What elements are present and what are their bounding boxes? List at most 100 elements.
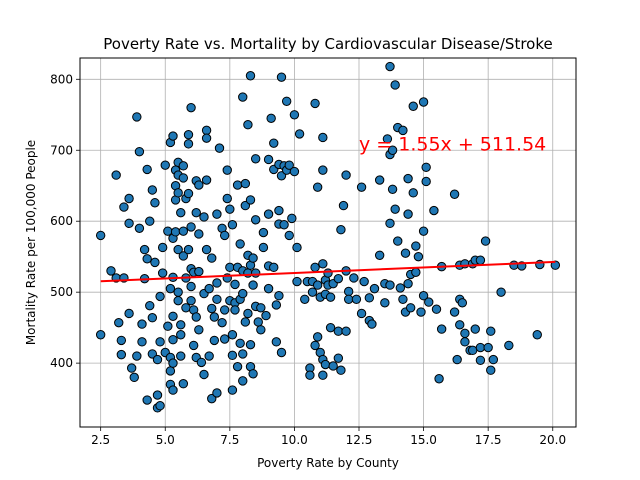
- data-point: [449, 189, 460, 199]
- data-point: [204, 351, 214, 361]
- data-point: [134, 223, 145, 234]
- data-point: [238, 92, 248, 102]
- data-point: [209, 335, 220, 346]
- data-point: [382, 134, 393, 144]
- data-point: [287, 213, 297, 224]
- data-point: [403, 173, 413, 184]
- data-point: [165, 283, 176, 294]
- data-point: [245, 339, 256, 350]
- data-point: [173, 295, 183, 306]
- data-point: [150, 198, 160, 208]
- data-point: [201, 133, 212, 143]
- data-point: [318, 165, 328, 175]
- data-point: [351, 294, 362, 304]
- data-point: [168, 358, 178, 368]
- data-point: [124, 193, 134, 204]
- x-tick-label: 5.0: [156, 433, 175, 447]
- data-point: [274, 205, 284, 216]
- data-point: [245, 71, 256, 81]
- data-point: [212, 209, 222, 219]
- data-point: [284, 230, 294, 241]
- data-point: [312, 280, 323, 290]
- data-point: [341, 326, 351, 336]
- data-point: [403, 278, 413, 289]
- data-point: [320, 359, 331, 370]
- data-point: [385, 280, 395, 290]
- data-point: [398, 294, 408, 304]
- data-point: [336, 225, 346, 235]
- data-point: [496, 287, 506, 297]
- data-point: [186, 295, 196, 306]
- data-point: [475, 342, 486, 353]
- axis-ticks: 2.5 5.0 7.5 10.0 12.5 15.0 17.5 20.0 400 500 600 70…: [50, 72, 566, 447]
- data-point: [219, 230, 230, 241]
- data-point: [201, 244, 212, 255]
- data-point: [333, 273, 344, 284]
- data-point: [449, 307, 460, 317]
- x-axis-label: Poverty Rate by County: [257, 456, 399, 470]
- data-point: [400, 248, 411, 258]
- data-point: [235, 239, 245, 249]
- data-point: [230, 305, 240, 315]
- data-point: [418, 97, 429, 107]
- data-point: [147, 313, 158, 323]
- regression-equation: y = 1.55x + 511.54: [359, 133, 546, 155]
- data-point: [385, 61, 395, 72]
- data-point: [263, 209, 274, 219]
- data-point: [424, 297, 434, 307]
- data-point: [248, 369, 258, 379]
- data-point: [413, 251, 424, 262]
- data-point: [181, 303, 191, 313]
- data-point: [147, 349, 158, 359]
- y-tick-label: 800: [50, 72, 73, 86]
- x-tick-label: 20.0: [539, 433, 566, 447]
- y-tick-label: 700: [50, 143, 73, 157]
- data-point: [178, 173, 189, 183]
- data-point: [165, 366, 176, 376]
- data-point: [186, 102, 196, 113]
- data-point: [274, 291, 284, 301]
- data-point: [137, 337, 147, 347]
- data-point: [411, 267, 421, 278]
- data-point: [403, 209, 413, 219]
- data-point: [341, 170, 351, 180]
- data-point: [281, 96, 292, 106]
- data-point: [147, 185, 158, 195]
- data-point: [398, 125, 408, 136]
- data-point: [393, 236, 403, 246]
- data-point: [253, 317, 263, 327]
- data-point: [387, 145, 398, 155]
- data-point: [243, 308, 253, 319]
- data-point: [338, 200, 349, 211]
- data-point: [196, 357, 207, 368]
- data-point: [367, 319, 377, 329]
- data-point: [323, 268, 333, 278]
- data-point: [176, 330, 186, 340]
- data-point: [455, 320, 465, 330]
- data-point: [460, 337, 470, 347]
- data-point: [436, 324, 447, 334]
- data-point: [486, 326, 496, 336]
- data-point: [178, 161, 189, 171]
- data-point: [124, 218, 134, 229]
- data-point: [191, 312, 201, 322]
- data-point: [157, 268, 168, 278]
- data-point: [408, 101, 418, 111]
- data-point: [183, 188, 194, 199]
- data-point: [475, 355, 486, 365]
- data-point: [532, 330, 542, 340]
- y-tick-label: 600: [50, 214, 73, 228]
- data-point: [176, 320, 186, 330]
- data-point: [150, 257, 160, 268]
- data-point: [369, 283, 380, 294]
- data-point: [343, 286, 354, 297]
- data-point: [250, 154, 261, 164]
- data-point: [279, 220, 289, 230]
- data-point: [263, 283, 274, 294]
- data-point: [160, 160, 170, 170]
- data-point: [405, 303, 416, 313]
- data-point: [421, 176, 431, 187]
- y-axis-label: Mortality Rate per 100,000 People: [24, 140, 38, 345]
- data-point: [95, 330, 106, 340]
